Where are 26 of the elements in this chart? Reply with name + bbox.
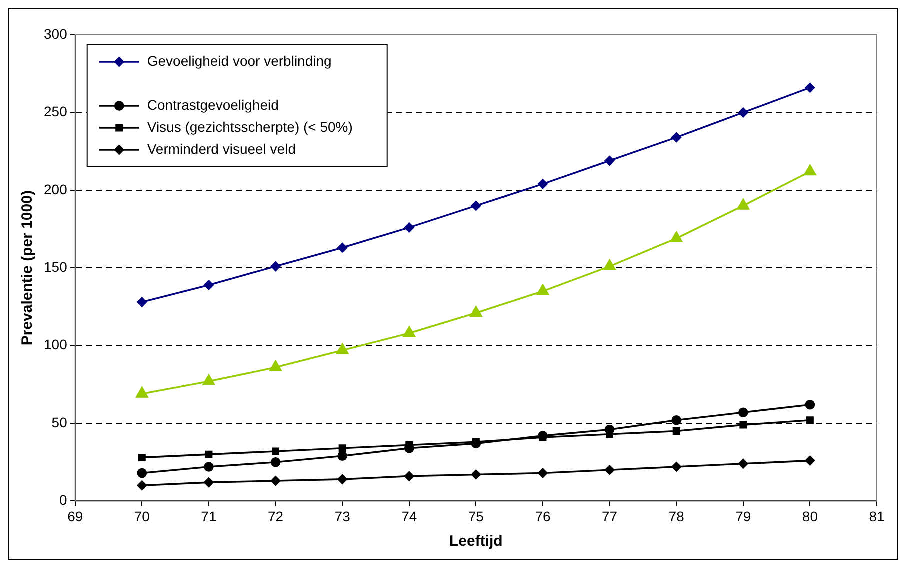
legend-label: Contrastgevoeligheid	[147, 96, 279, 113]
y-tick-label: 100	[44, 336, 68, 353]
x-tick-label: 80	[802, 508, 818, 524]
x-axis-title: Leeftijd	[450, 533, 503, 550]
x-tick-label: 71	[201, 508, 217, 524]
y-tick-label: 200	[44, 181, 68, 198]
x-tick-label: 69	[68, 508, 84, 524]
legend-label: Verminderd visueel veld	[147, 140, 296, 157]
legend-label: Gevoeligheid voor verblinding	[147, 52, 332, 69]
y-tick-label: 0	[60, 492, 68, 508]
y-tick-label: 300	[44, 26, 68, 42]
y-axis-title: Prevalentie (per 1000)	[19, 190, 36, 346]
y-tick-label: 50	[52, 414, 68, 430]
x-tick-label: 77	[602, 508, 618, 524]
x-tick-label: 74	[402, 508, 418, 524]
x-tick-label: 70	[134, 508, 150, 524]
y-tick-label: 150	[44, 258, 68, 275]
y-tick-label: 250	[44, 104, 68, 120]
x-tick-label: 81	[869, 508, 885, 524]
x-tick-label: 73	[334, 508, 351, 524]
x-tick-label: 79	[736, 508, 752, 524]
x-tick-label: 72	[268, 508, 284, 524]
x-tick-label: 75	[468, 508, 484, 524]
x-tick-label: 78	[668, 508, 685, 524]
legend-label: Visus (gezichtsscherpte) (< 50%)	[147, 118, 353, 135]
x-tick-label: 76	[535, 508, 551, 524]
